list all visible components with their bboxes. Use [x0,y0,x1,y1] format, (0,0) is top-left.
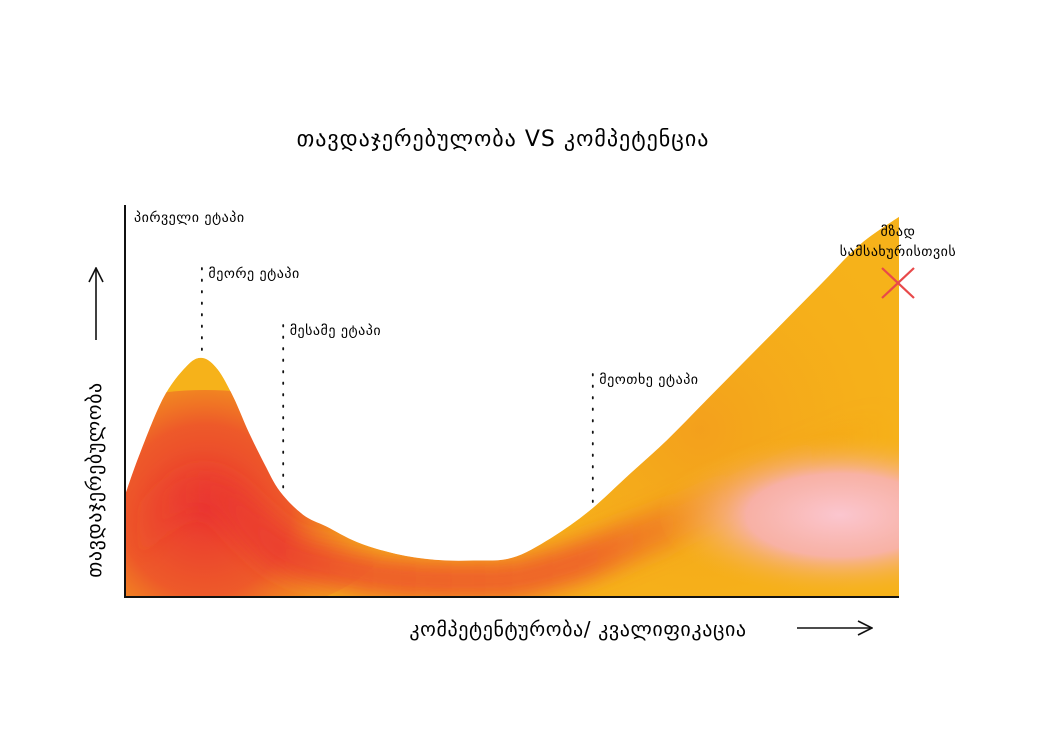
y-axis-label: თავდაჯერებულობა [82,382,106,578]
end-marker-label-line1: მზად [881,224,916,240]
area-shade-pink [660,435,899,595]
x-axis-label: კომპეტენტურობა/ კვალიფიკაცია [409,617,746,641]
end-marker-label-line2: სამსახურისთვის [840,243,956,260]
area-fill-group [125,216,899,598]
stage-label: პირველი ეტაპი [134,209,245,226]
stage-label: მეოთხე ეტაპი [599,372,698,388]
stage-label: მესამე ეტაპი [290,323,381,339]
chart-title: თავდაჯერებულობა VS კომპეტენცია [297,127,710,152]
stage-annotations: პირველი ეტაპი მეორე ეტაპი მესამე ეტაპი მეოთ… [134,209,698,509]
stage-label: მეორე ეტაპი [208,265,299,282]
end-cross-icon [881,267,915,299]
